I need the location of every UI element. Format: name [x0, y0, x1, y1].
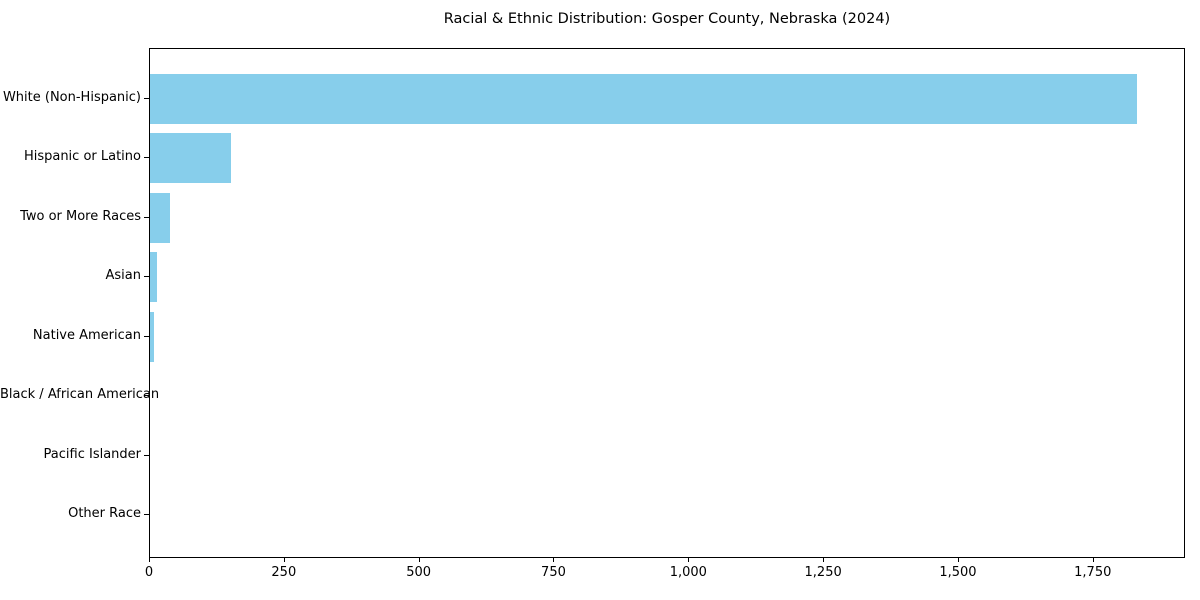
x-tick-mark — [957, 558, 959, 562]
plot-area — [149, 48, 1185, 558]
y-tick-mark — [144, 216, 149, 218]
x-tick-label-0: 0 — [144, 565, 154, 580]
y-tick-mark — [144, 454, 149, 456]
x-tick-label-750: 750 — [541, 565, 566, 580]
x-tick-mark — [1092, 558, 1094, 562]
x-tick-mark — [688, 558, 690, 562]
x-tick-mark — [418, 558, 420, 562]
y-tick-label-other-race: Other Race — [68, 506, 141, 521]
y-tick-mark — [144, 335, 149, 337]
y-tick-label-pacific-islander: Pacific Islander — [43, 446, 141, 462]
bar-hispanic-or-latino — [150, 133, 231, 184]
x-tick-mark — [553, 558, 555, 562]
y-tick-mark — [144, 98, 149, 99]
x-tick-label-1500: 1,500 — [939, 565, 977, 580]
y-tick-label-white-non-hispanic: White (Non-Hispanic) — [2, 90, 141, 105]
bar-two-or-more-races — [150, 192, 170, 243]
y-tick-label-black-african-american: Black / African American — [0, 387, 160, 403]
y-tick-mark — [144, 157, 149, 159]
x-tick-label-1250: 1,250 — [804, 565, 842, 580]
bar-native-american — [150, 311, 155, 362]
y-tick-mark — [144, 514, 149, 515]
y-tick-label-asian: Asian — [105, 268, 141, 284]
y-tick-mark — [144, 395, 149, 397]
y-tick-mark — [144, 276, 149, 278]
x-tick-label-500: 500 — [406, 565, 432, 580]
x-tick-label-1750: 1,750 — [1074, 565, 1112, 580]
x-tick-mark — [283, 558, 285, 562]
x-tick-label-250: 250 — [271, 565, 297, 580]
y-tick-label-two-or-more-races: Two or More Races — [20, 208, 141, 224]
chart-title: Racial & Ethnic Distribution: Gosper Cou… — [443, 11, 891, 27]
x-tick-label-1000: 1,000 — [669, 565, 707, 580]
x-tick-mark — [823, 558, 825, 562]
bar-white-non-hispanic — [150, 74, 1137, 124]
x-tick-mark — [149, 558, 150, 562]
y-tick-label-native-american: Native American — [32, 327, 141, 343]
bar-asian — [150, 252, 157, 303]
y-tick-label-hispanic-or-latino: Hispanic or Latino — [23, 149, 141, 165]
